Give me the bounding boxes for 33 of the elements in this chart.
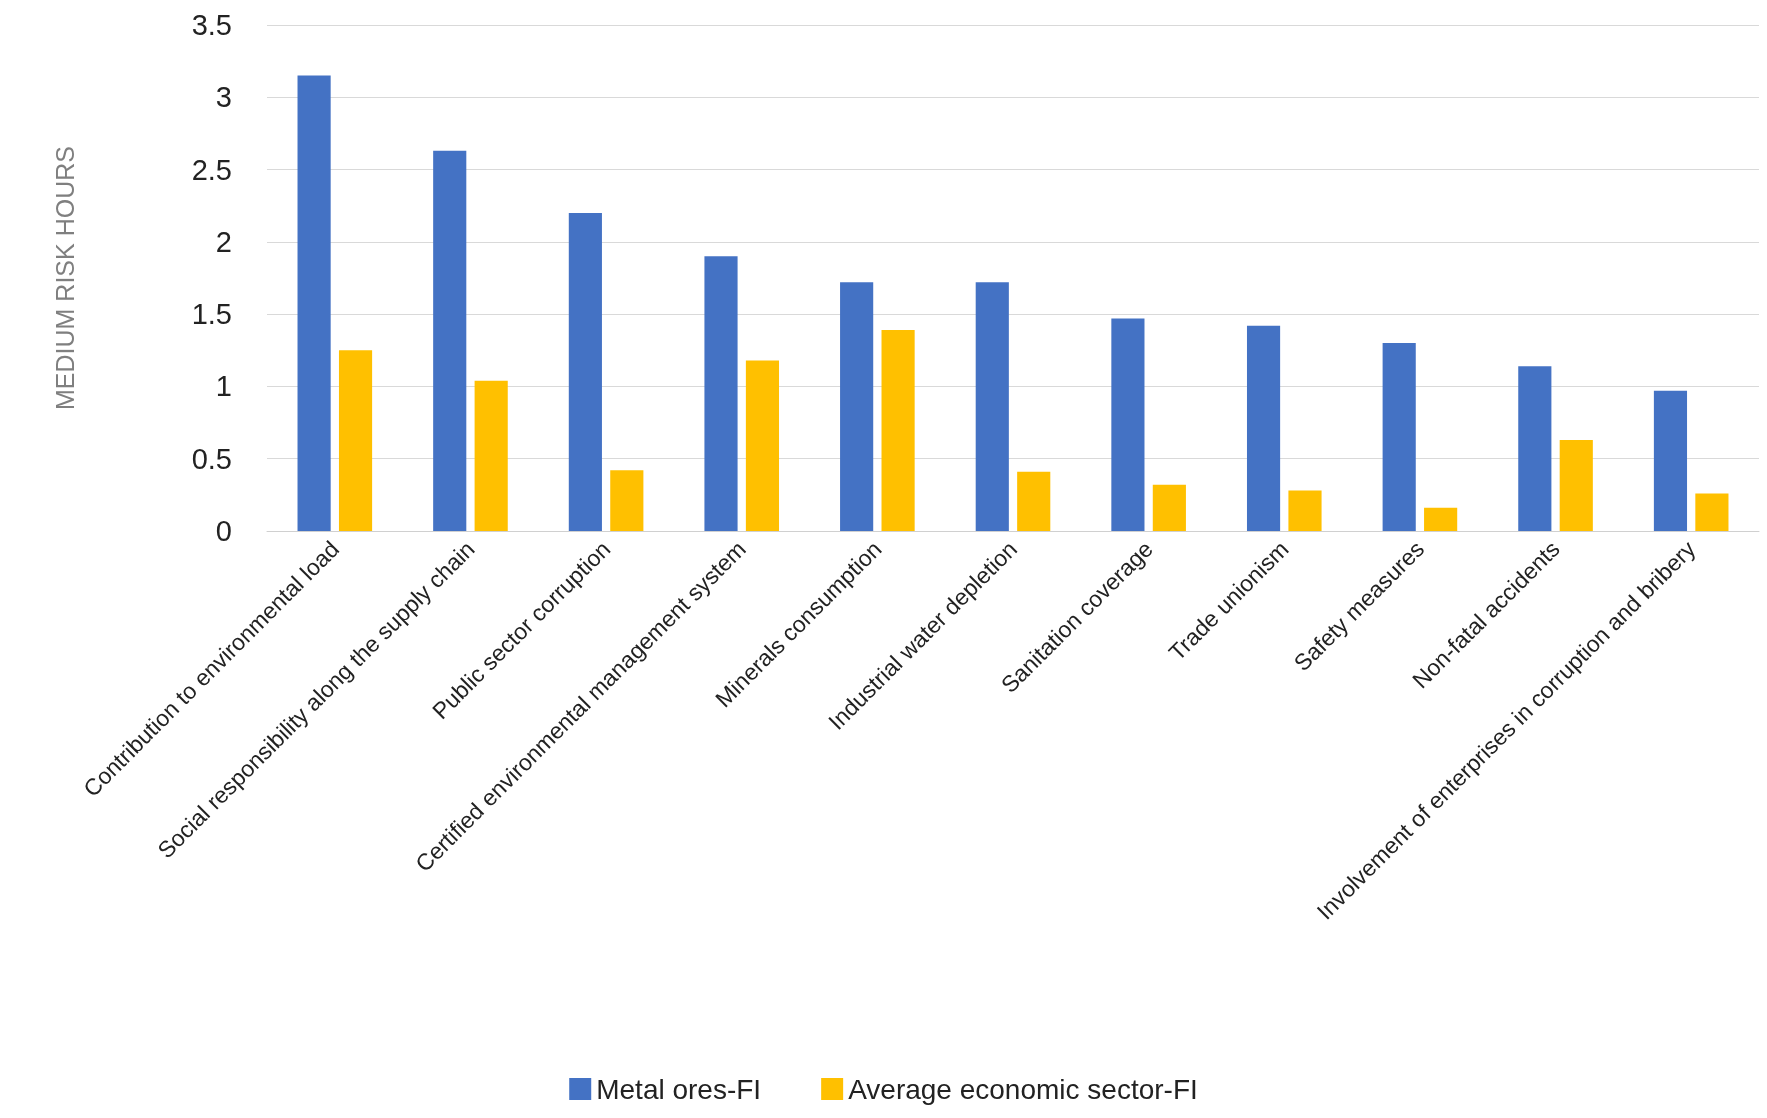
y-tick-label: 1	[215, 370, 232, 403]
bar	[474, 380, 508, 531]
bar	[704, 256, 738, 531]
bar	[1152, 484, 1186, 531]
bar	[610, 470, 644, 531]
bar	[297, 75, 331, 531]
bar	[1653, 390, 1688, 531]
bar	[1288, 490, 1322, 531]
bar	[1559, 439, 1593, 531]
y-tick-label: 3.5	[191, 9, 232, 41]
y-tick-label: 2	[215, 225, 232, 258]
bar	[1017, 471, 1051, 531]
y-tick-label: 2.5	[191, 153, 232, 186]
bar	[975, 282, 1009, 531]
bar	[1111, 318, 1145, 531]
bar	[1518, 366, 1552, 531]
bar	[1424, 507, 1458, 531]
y-axis-title: MEDIUM RISK HOURS	[50, 146, 79, 410]
bar	[840, 282, 874, 531]
y-tick-label: 3	[215, 81, 232, 114]
bar	[568, 212, 602, 531]
bar	[1695, 493, 1729, 531]
bar	[338, 350, 373, 531]
y-tick-label: 0.5	[191, 442, 232, 475]
bar	[1382, 343, 1416, 531]
bar	[881, 330, 915, 531]
bar	[433, 150, 467, 531]
y-tick-label: 0	[215, 515, 232, 547]
bar	[745, 360, 780, 531]
y-tick-label: 1.5	[191, 298, 232, 331]
bar	[1246, 325, 1281, 531]
legend-label: Average economic sector-FI	[848, 1073, 1198, 1105]
legend-label: Metal ores-FI	[596, 1073, 762, 1105]
